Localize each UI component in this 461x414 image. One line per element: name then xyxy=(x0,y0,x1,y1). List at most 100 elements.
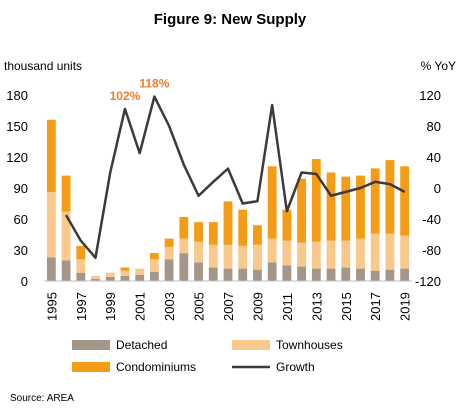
source-note: Source: AREA xyxy=(10,393,74,404)
bar-condominiums-2014 xyxy=(326,172,336,241)
bar-condominiums-2016 xyxy=(356,175,365,239)
bar-condominiums-1995 xyxy=(46,119,56,193)
legend-label-detached: Detached xyxy=(116,338,167,352)
bar-condominiums-2018 xyxy=(385,160,395,234)
bar-detached-1997 xyxy=(76,272,86,281)
right-tick-label: 80 xyxy=(427,119,441,134)
right-tick-label: -120 xyxy=(415,274,441,289)
bar-detached-2008 xyxy=(238,268,248,281)
bar-detached-2014 xyxy=(326,268,336,281)
peak-annotation: 102% xyxy=(110,89,141,103)
left-tick-label: 60 xyxy=(14,212,28,227)
bar-townhouses-2013 xyxy=(311,241,321,269)
x-tick-label: 1995 xyxy=(44,292,59,321)
bar-condominiums-2019 xyxy=(400,166,410,236)
left-tick-label: 90 xyxy=(14,181,28,196)
bar-condominiums-2017 xyxy=(370,168,380,234)
left-tick-label: 150 xyxy=(6,119,28,134)
bar-condominiums-2012 xyxy=(297,178,307,243)
bar-detached-1999 xyxy=(105,276,115,281)
bar-detached-2002 xyxy=(149,271,159,281)
bar-condominiums-2003 xyxy=(164,238,174,247)
bar-detached-2015 xyxy=(341,267,351,281)
legend-label-condominiums: Condominiums xyxy=(116,360,196,374)
bar-townhouses-2019 xyxy=(400,235,410,269)
legend-label-growth: Growth xyxy=(276,360,315,374)
bar-condominiums-2006 xyxy=(208,222,218,245)
bar-townhouses-2004 xyxy=(179,238,189,254)
x-tick-label: 2015 xyxy=(339,292,354,321)
x-tick-label: 1999 xyxy=(103,292,118,321)
bar-townhouses-1996 xyxy=(61,211,71,261)
bar-detached-2000 xyxy=(120,275,130,281)
bar-detached-2003 xyxy=(164,259,174,281)
bar-condominiums-2011 xyxy=(282,209,292,241)
bar-townhouses-2000 xyxy=(120,270,130,276)
bar-condominiums-1997 xyxy=(76,245,86,260)
bar-townhouses-2001 xyxy=(135,268,145,275)
left-tick-label: 0 xyxy=(21,274,28,289)
bar-townhouses-1999 xyxy=(105,272,115,277)
bar-townhouses-1995 xyxy=(46,192,56,258)
legend: Detached Townhouses Condominiums Growth xyxy=(72,338,343,374)
bar-detached-2007 xyxy=(223,268,233,281)
x-tick-label: 2013 xyxy=(309,292,324,321)
x-tick-label: 2019 xyxy=(398,292,413,321)
x-tick-label: 2007 xyxy=(221,292,236,321)
right-tick-label: 40 xyxy=(427,150,441,165)
bar-detached-2005 xyxy=(194,262,203,281)
left-axis-label: thousand units xyxy=(4,59,82,73)
x-tick-label: 2009 xyxy=(250,292,265,321)
x-tick-label: 2017 xyxy=(368,292,383,321)
bar-condominiums-2013 xyxy=(311,159,321,242)
right-tick-label: -40 xyxy=(422,212,441,227)
bar-detached-2006 xyxy=(208,267,218,281)
right-axis-label: % YoY xyxy=(421,59,456,73)
bar-townhouses-2018 xyxy=(385,233,395,270)
bar-detached-1995 xyxy=(46,257,56,281)
bar-townhouses-1997 xyxy=(76,259,86,273)
bar-townhouses-2017 xyxy=(370,233,380,271)
right-tick-label: 0 xyxy=(434,181,441,196)
bar-detached-2013 xyxy=(311,268,321,281)
bar-detached-2018 xyxy=(385,269,395,281)
x-tick-label: 2011 xyxy=(280,293,295,321)
bar-townhouses-2006 xyxy=(208,244,218,268)
bar-detached-2001 xyxy=(135,274,145,281)
bar-townhouses-2015 xyxy=(341,240,351,268)
legend-swatch-condominiums xyxy=(72,362,110,372)
bar-townhouses-2011 xyxy=(282,240,292,266)
x-tick-label: 1997 xyxy=(74,292,89,321)
bar-detached-2012 xyxy=(297,266,307,281)
bar-detached-2016 xyxy=(356,268,365,281)
left-tick-label: 180 xyxy=(6,88,28,103)
annotations-group: 102%118% xyxy=(110,77,170,103)
bar-condominiums-2015 xyxy=(341,176,351,241)
left-tick-label: 30 xyxy=(14,243,28,258)
bar-detached-2019 xyxy=(400,268,410,281)
bar-detached-2011 xyxy=(282,265,292,281)
growth-line-group xyxy=(64,95,406,259)
bar-condominiums-2007 xyxy=(223,201,233,245)
legend-swatch-detached xyxy=(72,340,110,350)
x-tick-label: 2005 xyxy=(192,292,207,321)
bar-townhouses-2014 xyxy=(326,240,336,269)
legend-swatch-townhouses xyxy=(232,340,270,350)
right-tick-label: -80 xyxy=(422,243,441,258)
bar-condominiums-2002 xyxy=(149,253,159,260)
x-tick-label: 2003 xyxy=(162,292,177,321)
bar-townhouses-2012 xyxy=(297,242,307,267)
bar-townhouses-2009 xyxy=(253,244,262,270)
bar-condominiums-2005 xyxy=(194,222,203,242)
bar-condominiums-2004 xyxy=(179,216,189,239)
right-tick-label: 120 xyxy=(419,88,441,103)
bar-townhouses-2003 xyxy=(164,246,174,260)
tick-labels-group: 0 30 60 90 120 150 180 -120 -80 -40 0 40 80 120 1995 19… xyxy=(6,88,441,321)
bar-townhouses-2005 xyxy=(194,241,203,263)
peak-annotation: 118% xyxy=(139,77,169,91)
left-tick-label: 120 xyxy=(6,150,28,165)
bar-detached-1998 xyxy=(91,278,100,281)
bar-detached-1996 xyxy=(61,260,71,281)
bar-townhouses-2008 xyxy=(238,245,248,269)
